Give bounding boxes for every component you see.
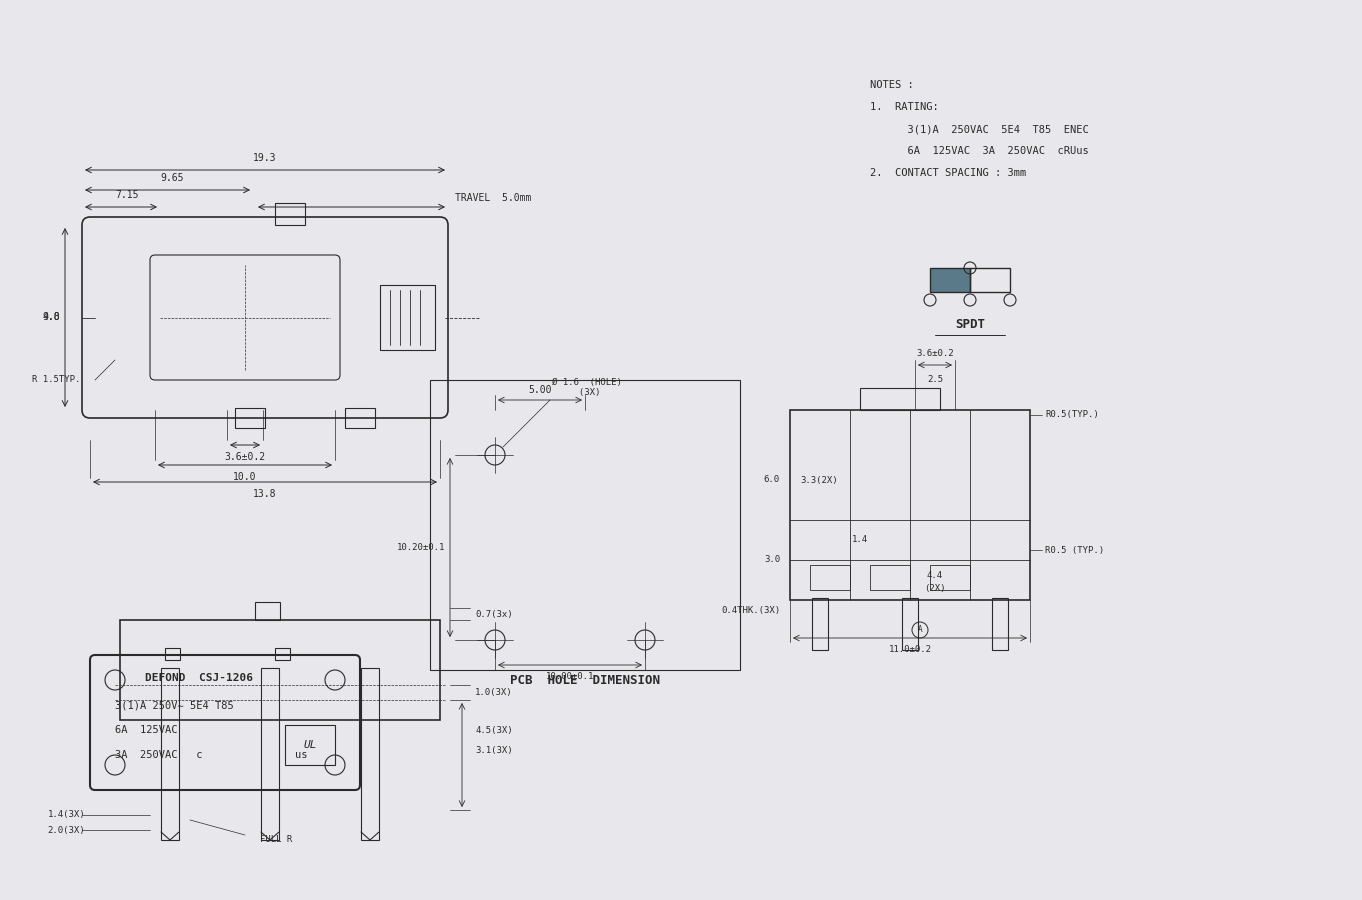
Text: 6A  125VAC: 6A 125VAC bbox=[114, 725, 177, 735]
Text: NOTES :: NOTES : bbox=[870, 80, 914, 90]
Text: 3(1)A  250VAC  5E4  T85  ENEC: 3(1)A 250VAC 5E4 T85 ENEC bbox=[870, 124, 1088, 134]
Bar bbox=[361, 668, 379, 840]
Text: 5.00: 5.00 bbox=[528, 385, 552, 395]
Bar bbox=[902, 598, 918, 650]
Text: 3.6±0.2: 3.6±0.2 bbox=[225, 452, 266, 462]
Bar bbox=[120, 620, 440, 720]
Bar bbox=[236, 408, 266, 428]
Bar bbox=[262, 668, 279, 840]
Text: 13.8: 13.8 bbox=[253, 489, 276, 499]
Text: 10.00±0.1: 10.00±0.1 bbox=[546, 672, 594, 681]
Bar bbox=[380, 285, 434, 350]
Text: 4.5(3X): 4.5(3X) bbox=[475, 725, 512, 734]
Text: R0.5 (TYP.): R0.5 (TYP.) bbox=[1045, 545, 1105, 554]
Bar bbox=[970, 268, 1011, 292]
Text: 1.  RATING:: 1. RATING: bbox=[870, 102, 938, 112]
Text: 0.7(3x): 0.7(3x) bbox=[475, 609, 512, 618]
Bar bbox=[859, 388, 940, 410]
Text: A: A bbox=[918, 626, 922, 634]
Text: Ø 1.6  (HOLE)
     (3X): Ø 1.6 (HOLE) (3X) bbox=[552, 378, 622, 397]
Text: 6A  125VAC  3A  250VAC  cRUus: 6A 125VAC 3A 250VAC cRUus bbox=[870, 146, 1088, 156]
Text: us: us bbox=[296, 750, 308, 760]
Text: R0.5(TYP.): R0.5(TYP.) bbox=[1045, 410, 1099, 419]
Text: R 1.5TYP.: R 1.5TYP. bbox=[31, 375, 80, 384]
Text: 4.4: 4.4 bbox=[928, 571, 943, 580]
Text: 3.6±0.2: 3.6±0.2 bbox=[917, 349, 953, 358]
Text: 9.65: 9.65 bbox=[161, 173, 184, 183]
Bar bbox=[870, 565, 910, 590]
Text: 1.4(3X): 1.4(3X) bbox=[48, 811, 84, 820]
Text: 0.4THK.(3X): 0.4THK.(3X) bbox=[720, 606, 780, 615]
Text: 1.4: 1.4 bbox=[853, 536, 868, 544]
Bar bbox=[930, 565, 970, 590]
Bar bbox=[790, 410, 1030, 600]
Text: FULL R: FULL R bbox=[260, 835, 293, 844]
Text: 4.0: 4.0 bbox=[42, 312, 60, 322]
Text: TRAVEL  5.0mm: TRAVEL 5.0mm bbox=[455, 193, 531, 203]
Text: 1.0(3X): 1.0(3X) bbox=[475, 688, 512, 698]
Text: 3.0: 3.0 bbox=[764, 555, 780, 564]
Text: 6.0: 6.0 bbox=[764, 475, 780, 484]
Text: 19.3: 19.3 bbox=[253, 153, 276, 163]
Text: 3A  250VAC   c: 3A 250VAC c bbox=[114, 750, 203, 760]
Text: 2.5: 2.5 bbox=[928, 375, 943, 384]
Text: UL: UL bbox=[304, 740, 317, 750]
Bar bbox=[275, 648, 290, 660]
Text: 3.3(2X): 3.3(2X) bbox=[799, 475, 838, 484]
Bar bbox=[275, 203, 305, 225]
Text: SPDT: SPDT bbox=[955, 319, 985, 331]
Bar bbox=[285, 725, 335, 765]
Text: 10.20±0.1: 10.20±0.1 bbox=[396, 543, 445, 552]
Bar bbox=[812, 598, 828, 650]
Text: 10.0: 10.0 bbox=[233, 472, 257, 482]
Bar bbox=[992, 598, 1008, 650]
Text: 7.15: 7.15 bbox=[116, 190, 139, 200]
Bar bbox=[255, 602, 281, 620]
Text: 3.1(3X): 3.1(3X) bbox=[475, 745, 512, 754]
Text: 9.8: 9.8 bbox=[42, 312, 60, 322]
Text: PCB  HOLE  DIMENSION: PCB HOLE DIMENSION bbox=[509, 673, 661, 687]
Text: 11.0±0.2: 11.0±0.2 bbox=[888, 645, 932, 654]
Bar bbox=[345, 408, 375, 428]
Bar bbox=[161, 668, 178, 840]
Text: DEFOND  CSJ-1206: DEFOND CSJ-1206 bbox=[144, 673, 253, 683]
Bar bbox=[165, 648, 180, 660]
Bar bbox=[810, 565, 850, 590]
Bar bbox=[430, 380, 740, 670]
Text: 3(1)A 250V∼ 5E4 T85: 3(1)A 250V∼ 5E4 T85 bbox=[114, 700, 234, 710]
Text: 2.0(3X): 2.0(3X) bbox=[48, 825, 84, 834]
Text: (2X): (2X) bbox=[925, 583, 945, 592]
Bar bbox=[930, 268, 970, 292]
Text: 2.  CONTACT SPACING : 3mm: 2. CONTACT SPACING : 3mm bbox=[870, 168, 1026, 178]
